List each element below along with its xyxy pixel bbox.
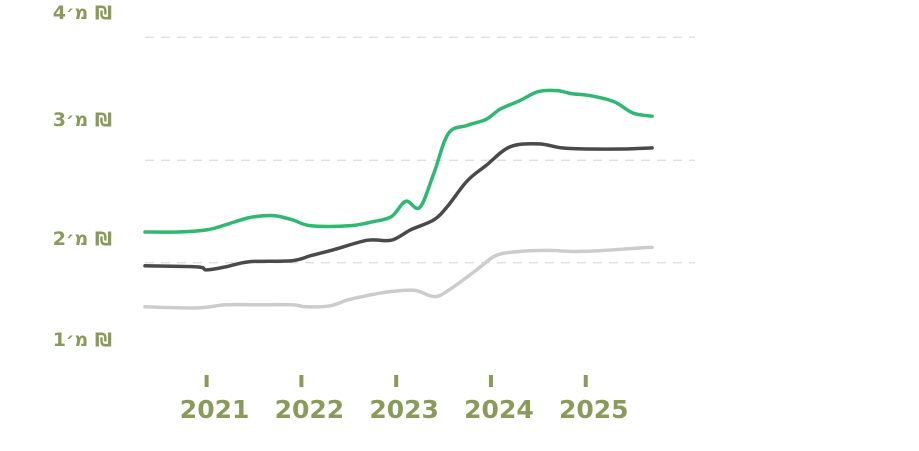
x-tick-label: 2022	[275, 395, 345, 424]
series-line-light	[143, 245, 654, 310]
x-tick-label: 2024	[464, 395, 534, 424]
x-axis: 2021 2022 2023 2024 2025	[180, 375, 629, 424]
y-tick-label-3: 3מ׳ ₪	[53, 109, 112, 131]
y-axis-labels: 4מ׳ ₪ 3מ׳ ₪ 2מ׳ ₪ 1מ׳ ₪	[53, 2, 112, 351]
grid-lines	[145, 36, 695, 264]
series-line-green	[143, 88, 654, 234]
x-tick-label: 2023	[369, 395, 439, 424]
y-tick-label-1: 1מ׳ ₪	[53, 329, 112, 351]
x-tick-label: 2025	[559, 395, 629, 424]
x-tick-label: 2021	[180, 395, 250, 424]
series-lines	[143, 88, 654, 310]
y-tick-label-4: 4מ׳ ₪	[53, 2, 112, 24]
y-tick-label-2: 2מ׳ ₪	[53, 228, 112, 250]
series-line-dark	[143, 142, 654, 272]
